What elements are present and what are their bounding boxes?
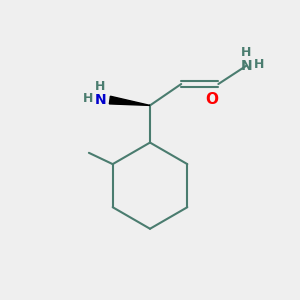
Text: N: N: [241, 58, 252, 73]
Text: H: H: [95, 80, 106, 93]
Polygon shape: [110, 96, 150, 105]
Text: H: H: [83, 92, 94, 105]
Text: H: H: [254, 58, 264, 70]
Text: H: H: [241, 46, 251, 59]
Text: O: O: [205, 92, 218, 107]
Text: N: N: [95, 93, 107, 107]
